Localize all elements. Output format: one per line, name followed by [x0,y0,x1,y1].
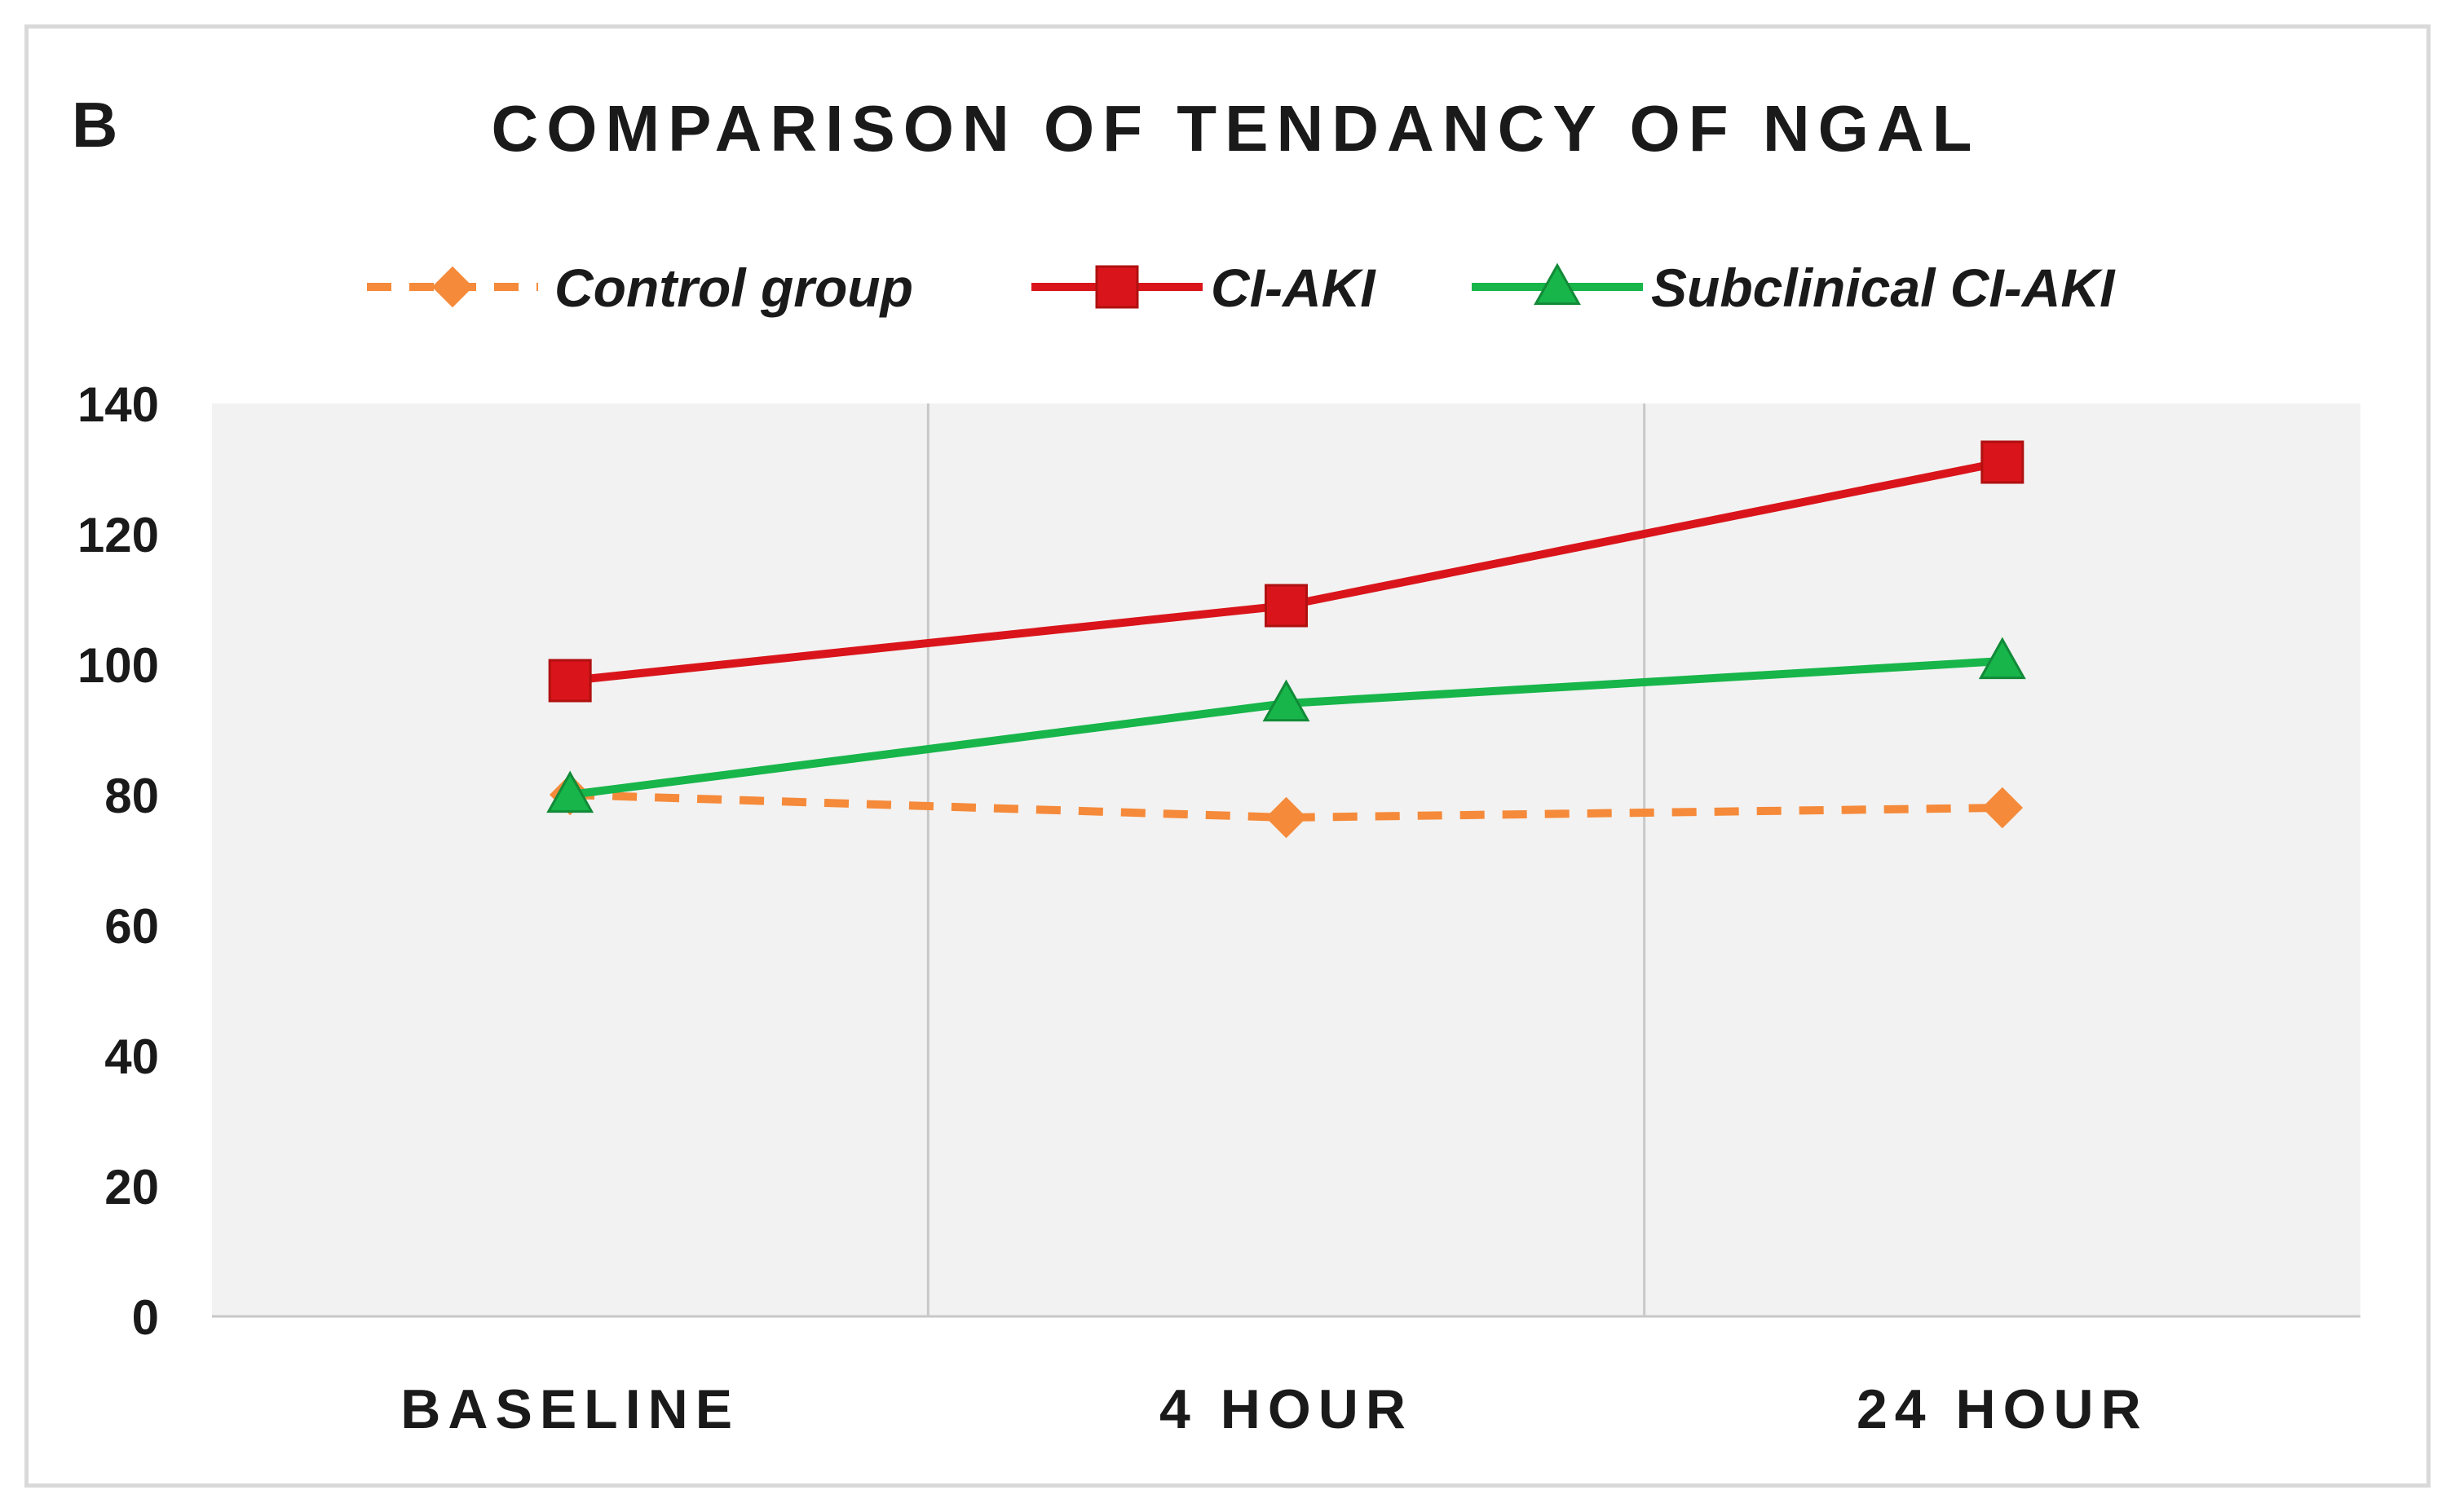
legend-label: Subclinical CI-AKI [1651,258,2116,318]
chart-frame [24,24,2431,1488]
data-point [548,659,592,703]
data-point [1265,584,1308,628]
legend-marker [1095,265,1139,309]
y-tick-label: 0 [132,1290,159,1345]
legend-marker [1534,262,1581,306]
y-tick-label: 100 [77,638,159,693]
chart-title: COMPARISON OF TENDANCY OF NGAL [491,92,1980,165]
data-point [546,770,594,813]
data-point [1265,796,1307,839]
data-point [1980,440,2024,484]
data-point [1981,787,2024,829]
y-tick-label: 80 [104,769,159,823]
y-tick-label: 60 [104,899,159,954]
y-tick-label: 120 [77,508,159,562]
series-line [570,791,2002,822]
x-tick-label: BASELINE [400,1378,740,1440]
legend-marker [431,266,474,308]
y-tick-label: 20 [104,1160,159,1214]
panel-label: B [72,89,118,161]
data-point [1978,637,2026,680]
x-tick-label: 24 HOUR [1857,1378,2148,1440]
y-tick-label: 140 [77,377,159,432]
data-point [1262,679,1310,722]
x-tick-label: 4 HOUR [1159,1378,1413,1440]
legend-label: Control group [554,258,913,318]
y-tick-label: 40 [104,1029,159,1084]
legend-label: CI-AKI [1211,258,1376,318]
plot-area [212,403,2360,1316]
